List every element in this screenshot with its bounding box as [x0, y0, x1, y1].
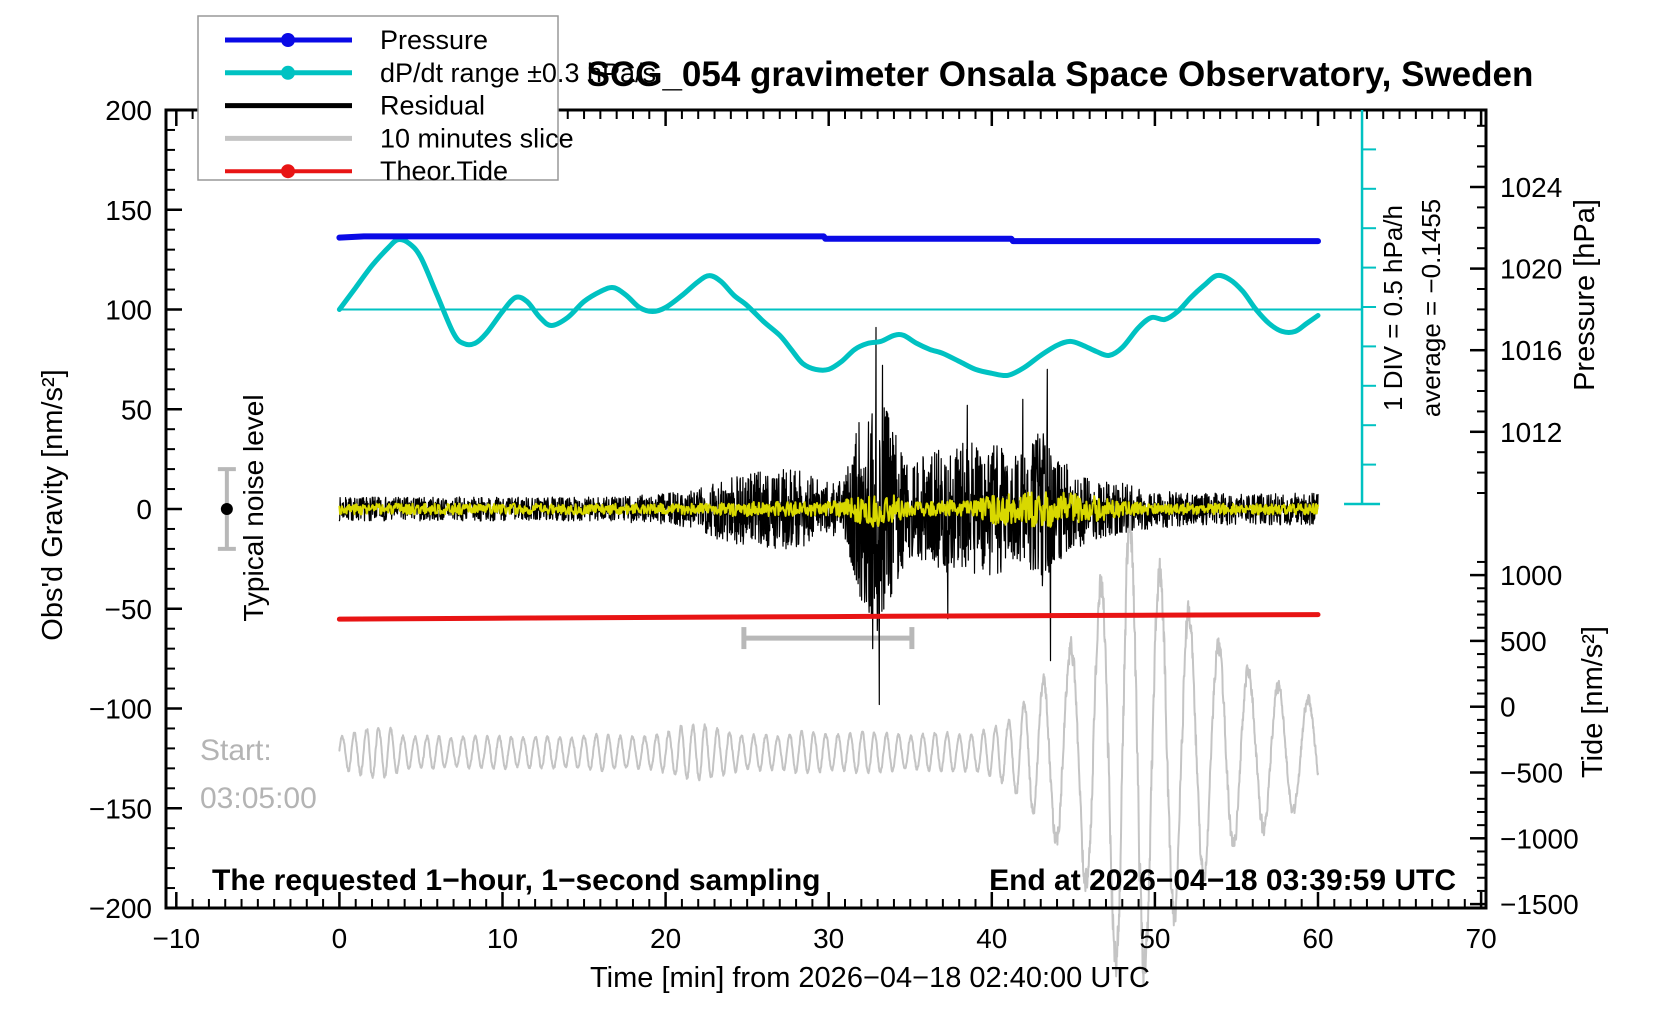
gravity-tick-label: −50 [105, 594, 153, 625]
x-axis-title: Time [min] from 2026−04−18 02:40:00 UTC [590, 962, 1150, 994]
time-tick-label: 60 [1302, 923, 1333, 954]
time-tick-label: 20 [650, 923, 681, 954]
average-label: average = −0.1455 [1416, 199, 1446, 417]
legend-item-0: Pressure [225, 25, 488, 55]
tide-tick-label: −1000 [1500, 823, 1579, 854]
time-tick-label: 10 [487, 923, 518, 954]
legend-item-2: Residual [225, 91, 485, 121]
series-theor-tide [336, 612, 1321, 622]
legend-item-3: 10 minutes slice [225, 123, 574, 153]
tide-axis-title: Tide [nm/s²] [1577, 626, 1609, 778]
time-tick-label: 0 [332, 923, 348, 954]
tide-tick-label: −1500 [1500, 889, 1579, 920]
time-tick-label: 30 [813, 923, 844, 954]
legend-label: Residual [380, 91, 485, 121]
time-tick-label: 40 [976, 923, 1007, 954]
sampling-label: The requested 1−hour, 1−second sampling [212, 864, 821, 897]
series-10-minutes-slice [338, 497, 1319, 987]
gravity-tick-label: −150 [89, 793, 152, 824]
legend-marker-dot [281, 33, 295, 47]
gravity-tick-label: 0 [136, 494, 152, 525]
noise-level-label: Typical noise level [238, 394, 269, 621]
legend-item-1: dP/dt range ±0.3 hPa/s [225, 58, 656, 88]
series-residual [338, 326, 1319, 706]
start-label: Start: [200, 734, 272, 767]
tide-tick-label: 0 [1500, 692, 1516, 723]
pressure-tick-label: 1020 [1500, 254, 1562, 285]
legend-label: dP/dt range ±0.3 hPa/s [380, 58, 656, 88]
gravity-tick-label: −200 [89, 893, 152, 924]
series-dpdt [336, 237, 1321, 379]
gravity-tick-label: 100 [105, 295, 152, 326]
pressure-tick-label: 1016 [1500, 335, 1562, 366]
time-tick-label: −10 [153, 923, 201, 954]
tide-tick-label: −500 [1500, 758, 1563, 789]
time-tick-label: 50 [1139, 923, 1170, 954]
legend-box [197, 15, 559, 181]
legend-marker-dot [281, 65, 295, 80]
legend-item-4: Theor.Tide [225, 156, 508, 186]
noise-errorbar-dot [220, 503, 233, 515]
gravity-tick-label: 50 [121, 394, 152, 425]
legend-label: Theor.Tide [380, 156, 508, 186]
time-tick-label: 70 [1466, 923, 1497, 954]
series-pressure [336, 233, 1321, 245]
legend-label: 10 minutes slice [380, 123, 574, 153]
pressure-tick-label: 1012 [1500, 417, 1562, 448]
tide-tick-label: 1000 [1500, 560, 1562, 591]
series-residual-yellow [338, 491, 1319, 528]
chart-title: SCG_054 gravimeter Onsala Space Observat… [587, 55, 1534, 94]
legend-marker-dot [281, 164, 295, 179]
gravity-axis-title: Obs'd Gravity [nm/s²] [37, 369, 69, 640]
start-time-label: 03:05:00 [200, 782, 317, 815]
end-time-label: End at 2026−04−18 03:39:59 UTC [989, 864, 1456, 897]
legend-label: Pressure [380, 25, 488, 55]
tide-tick-label: 500 [1500, 626, 1547, 657]
gravity-tick-label: 200 [105, 95, 152, 126]
gravity-tick-label: −100 [89, 694, 152, 725]
pressure-axis-title: Pressure [hPa] [1569, 199, 1601, 391]
gravity-tick-label: 150 [105, 195, 152, 226]
pressure-tick-label: 1024 [1500, 172, 1562, 203]
div-scale-label: 1 DIV = 0.5 hPa/h [1378, 205, 1408, 411]
